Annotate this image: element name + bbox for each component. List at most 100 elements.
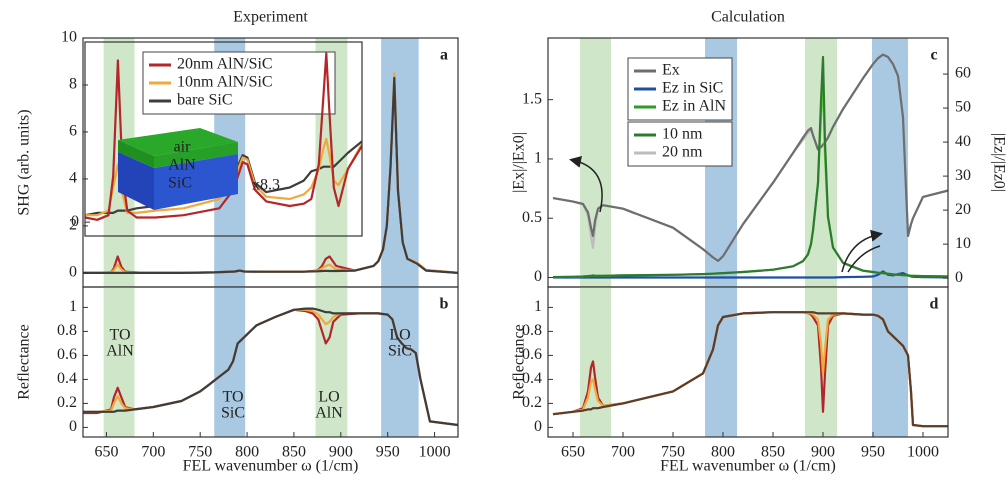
y-axis-label: Reflectance [16, 324, 33, 400]
x-tick-label: 1000 [907, 444, 939, 461]
y-axis-label: Reflectance [511, 324, 528, 400]
legend-box [142, 51, 336, 115]
x-tick-label: 800 [235, 444, 259, 461]
annotation: TO [222, 389, 243, 406]
x-axis-label: FEL wavenumber ω (1/cm) [183, 458, 359, 475]
annotation: air [174, 139, 192, 156]
plot-area [552, 287, 948, 437]
y-tick-label: 0 [534, 268, 542, 285]
panel-label: c [930, 47, 937, 64]
frame [84, 41, 363, 237]
pointer-arrow [847, 245, 881, 273]
panel-title: Experiment [233, 9, 308, 26]
frame [82, 286, 459, 438]
x-tick-label: 800 [711, 444, 735, 461]
x-tick-label: 850 [282, 444, 306, 461]
stack-top [118, 128, 238, 156]
pointer-arrow [569, 155, 603, 213]
band [381, 287, 419, 437]
series-line [83, 76, 458, 274]
y-tick-label: 6 [69, 123, 77, 140]
plot-area [83, 287, 458, 437]
series-line [85, 52, 362, 221]
y-tick-label: 0.2 [57, 394, 77, 411]
x-tick-label: 700 [141, 444, 165, 461]
band [872, 287, 908, 437]
x-axis-label: FEL wavenumber ω (1/cm) [660, 458, 836, 475]
annotation: SiC [221, 405, 245, 422]
y2-tick-label: 50 [955, 99, 971, 116]
legend-label: Ez in SiC [662, 80, 723, 97]
panel-title: Calculation [711, 9, 785, 26]
y2-tick-label: 10 [955, 235, 971, 252]
x-tick-label: 950 [376, 444, 400, 461]
y-tick-label: 0.8 [57, 322, 77, 339]
x-tick-label: 750 [188, 444, 212, 461]
annotation: LO [389, 327, 410, 344]
frame [547, 286, 949, 438]
y-tick-label: 0.6 [522, 346, 542, 363]
series-line [552, 53, 948, 262]
legend-label: Ez in AlN [662, 98, 726, 115]
y-tick-label: 1 [69, 298, 77, 315]
stack-sic-side [154, 154, 238, 210]
stack-sic [118, 152, 154, 210]
annotation: AlN [106, 343, 134, 360]
annotation: AlN [315, 405, 343, 422]
band [705, 287, 737, 437]
pointer-arrow [841, 229, 883, 273]
band [872, 38, 908, 287]
legend-label: 20 nm [662, 144, 703, 161]
x-tick-label: 950 [861, 444, 885, 461]
panel-label: d [930, 296, 939, 313]
annotation: x8.3 [252, 177, 280, 194]
y-tick-label: 10 [61, 29, 77, 46]
y-axis-label: |Ex|/|Ex0| [511, 132, 528, 193]
stack-air [118, 140, 154, 168]
y-tick-label: 0.8 [522, 322, 542, 339]
y-tick-label: 2 [69, 217, 77, 234]
legend-label: Ex [662, 62, 680, 79]
annotation: SiC [168, 175, 192, 192]
legend-box [627, 121, 733, 167]
x-tick-label: 650 [561, 444, 585, 461]
y-tick-label: 1 [534, 150, 542, 167]
x-tick-label: 750 [661, 444, 685, 461]
band [580, 287, 611, 437]
x-tick-label: 1000 [419, 444, 451, 461]
band [580, 38, 611, 287]
annotation: LO [318, 389, 339, 406]
series-line [552, 55, 948, 279]
y-tick-label: 0.4 [522, 370, 542, 387]
legend-label: 20nm AlN/SiC [177, 56, 273, 73]
stack-air-side [154, 142, 238, 168]
y-tick-label: 0.2 [522, 394, 542, 411]
x-tick-label: 700 [611, 444, 635, 461]
panel-label: a [440, 47, 448, 64]
y2-tick-label: 60 [955, 65, 971, 82]
y-tick-label: 0 [69, 418, 77, 435]
annotation: SiC [388, 343, 412, 360]
y-tick-label: 0 [69, 264, 77, 281]
y2-tick-label: 0 [955, 269, 963, 286]
y-tick-label: 0 [71, 213, 79, 230]
plot-area [552, 38, 948, 287]
y-tick-label: 0.5 [522, 209, 542, 226]
material-stack [118, 128, 238, 210]
y-tick-label: 1.5 [522, 90, 542, 107]
y-tick-label: 4 [69, 170, 77, 187]
legend-label: bare SiC [177, 92, 233, 109]
band [381, 38, 419, 287]
y2-tick-label: 30 [955, 167, 971, 184]
series-line [83, 307, 458, 427]
band [214, 287, 246, 437]
y-tick-label: 8 [69, 76, 77, 93]
legend-label: 10nm AlN/SiC [177, 74, 273, 91]
y2-tick-label: 40 [955, 133, 971, 150]
x-tick-label: 900 [811, 444, 835, 461]
y-axis-label: SHG (arb. units) [16, 109, 33, 215]
y-tick-label: 0 [534, 418, 542, 435]
annotation: AlN [168, 157, 196, 174]
y-tick-label: 1 [534, 298, 542, 315]
x-tick-label: 650 [94, 444, 118, 461]
